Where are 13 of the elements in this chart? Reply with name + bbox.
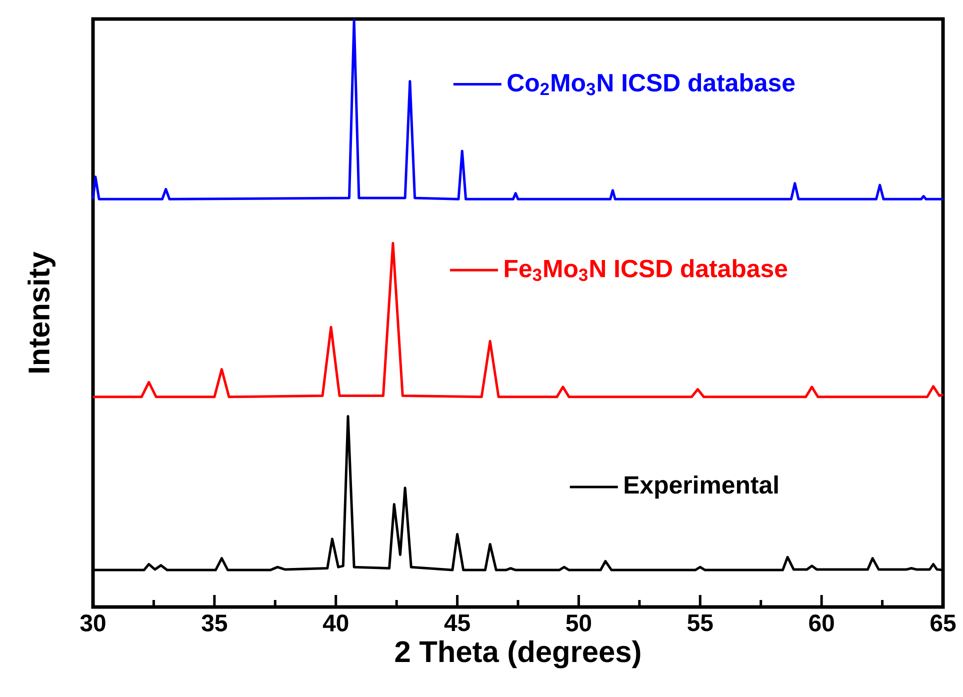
x-tick-label: 60	[809, 614, 834, 632]
x-tick-label: 50	[566, 614, 592, 632]
legend-label: Experimental	[624, 475, 778, 499]
x-tick-label: 35	[202, 614, 228, 632]
y-axis-title: Intensity	[28, 252, 56, 372]
x-axis-title: 2 Theta (degrees)	[395, 640, 640, 668]
x-tick-label: 40	[322, 614, 348, 632]
x-tick-label: 45	[444, 614, 470, 632]
x-tick-label: 65	[930, 614, 956, 632]
x-tick-label: 55	[688, 614, 713, 632]
legend-label: Co$_{2}$Mo$_{3}$N ICSD database	[508, 73, 795, 96]
legend-label: Fe$_{3}$Mo$_{3}$N ICSD database	[504, 259, 788, 282]
x-tick-label: 30	[80, 614, 106, 632]
